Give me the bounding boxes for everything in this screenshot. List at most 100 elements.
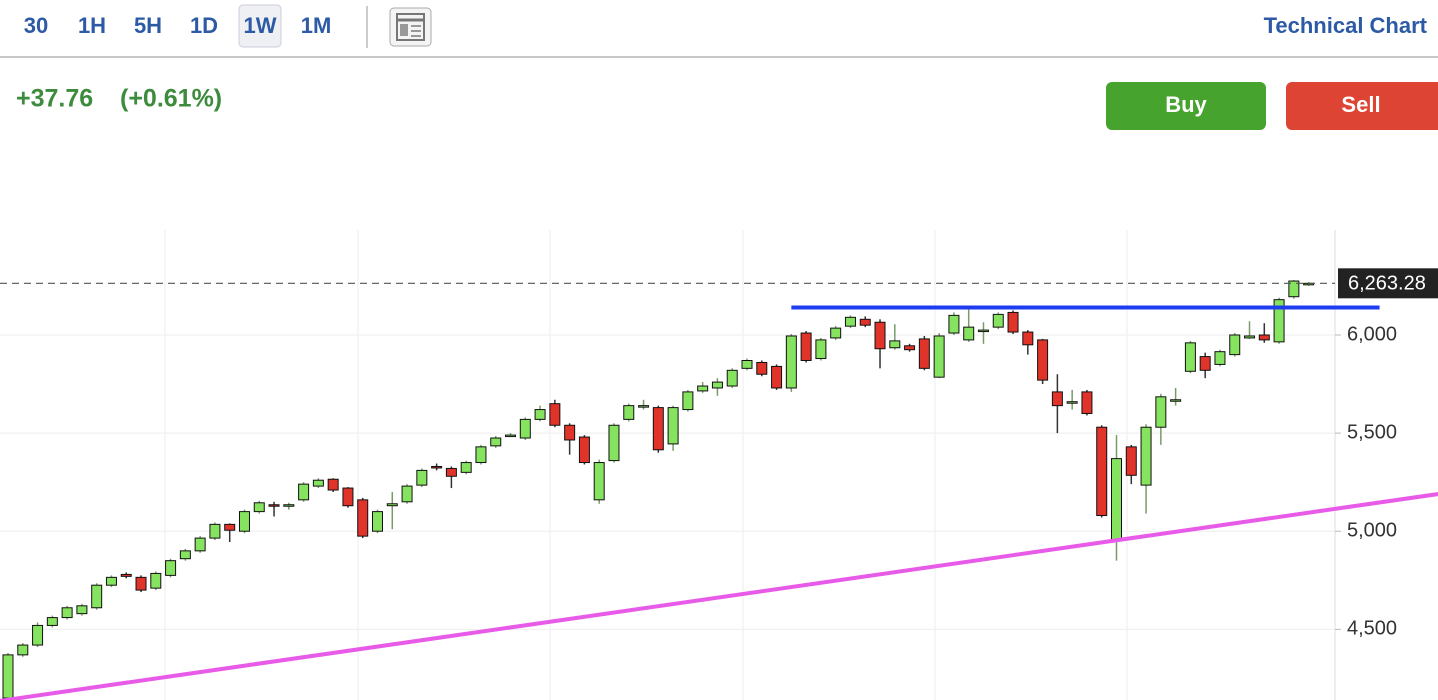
candle-body <box>1140 426 1152 486</box>
y-tick-label: 6,000 <box>1347 323 1397 345</box>
chart-link[interactable]: Technical Chart <box>1264 13 1428 38</box>
trend-line <box>0 492 1438 700</box>
candle-body <box>342 487 354 507</box>
interval-button[interactable]: 1D <box>190 13 218 38</box>
candle-body <box>61 607 73 619</box>
candle-body <box>1051 391 1063 407</box>
candle-body <box>948 314 960 334</box>
candle-body <box>460 462 472 473</box>
candle-body <box>224 523 236 531</box>
candle-body <box>150 572 162 589</box>
candle-body <box>431 465 443 469</box>
candle-body <box>1022 331 1034 346</box>
candle-body <box>1258 334 1270 341</box>
candle-body <box>165 560 177 576</box>
candle-body <box>312 479 324 487</box>
candle-body <box>889 340 901 349</box>
candle-body <box>904 345 916 351</box>
candle-body <box>1111 458 1122 541</box>
candle-body <box>475 446 487 464</box>
candle-body <box>593 462 605 501</box>
candle-body <box>17 644 29 656</box>
candle-body <box>120 573 132 577</box>
last-price-box <box>1338 268 1438 299</box>
candle-body <box>682 391 694 411</box>
candle-body <box>977 329 989 333</box>
candle-body <box>253 502 265 513</box>
candle-body <box>194 537 206 552</box>
sell-button[interactable] <box>1286 82 1438 130</box>
candle-body <box>519 418 531 439</box>
candle-body <box>445 467 457 477</box>
candle-body <box>1288 280 1300 298</box>
candle-body <box>578 436 590 464</box>
candle-body <box>1244 335 1256 339</box>
candle-body <box>505 434 517 438</box>
candle-body <box>859 318 871 326</box>
candle-body <box>490 437 502 447</box>
candle-body <box>1037 339 1049 381</box>
candle-body <box>918 338 930 369</box>
candle-body <box>963 326 975 341</box>
y-tick-label: 5,000 <box>1347 520 1397 542</box>
candle-body <box>667 407 679 445</box>
buy-label[interactable]: Buy <box>1165 92 1207 117</box>
active-interval-bg <box>238 4 282 48</box>
candle-body <box>874 321 886 350</box>
candle-body <box>1170 399 1182 402</box>
interval-button[interactable]: 30 <box>24 13 48 38</box>
candle-body <box>91 584 103 609</box>
candle-body <box>416 469 428 486</box>
candle-body <box>209 523 221 539</box>
price-change-percent: (+0.61%) <box>120 85 222 113</box>
candle-body <box>1214 351 1226 365</box>
candle-body <box>726 369 738 387</box>
interval-button[interactable]: 1H <box>78 13 106 38</box>
candle-body <box>771 365 783 389</box>
candle-body <box>652 407 664 451</box>
price-change: +37.76 <box>16 85 93 113</box>
candle-body <box>756 361 768 375</box>
sell-label[interactable]: Sell <box>1341 92 1380 117</box>
candle-body <box>1066 401 1078 404</box>
plot <box>2 280 1315 700</box>
y-tick-label: 5,500 <box>1347 421 1397 443</box>
candle-body <box>401 485 413 503</box>
candle-body <box>372 511 383 532</box>
candle-body <box>76 605 88 615</box>
candle-body <box>992 313 1004 328</box>
layout-icon[interactable] <box>389 7 432 47</box>
candle-body <box>815 339 827 360</box>
interval-button[interactable]: 1M <box>301 13 332 38</box>
candle-body <box>830 327 842 339</box>
candle-body <box>1007 311 1019 333</box>
candle-body <box>298 483 310 501</box>
candle-body <box>608 424 620 462</box>
candle-body <box>1184 342 1196 372</box>
candle-body <box>800 332 812 362</box>
candle-body <box>32 624 44 646</box>
interval-button[interactable]: 5H <box>134 13 162 38</box>
candle-body <box>1155 396 1167 428</box>
candle-body <box>357 499 369 537</box>
candle-body <box>711 381 723 389</box>
candle-body <box>179 550 191 560</box>
candle-body <box>564 424 576 441</box>
candle-body <box>933 335 945 378</box>
candle-body <box>623 405 635 420</box>
candle-body <box>327 478 339 491</box>
buy-button[interactable] <box>1106 82 1266 130</box>
last-price-label: 6,263.28 <box>1348 273 1426 295</box>
candle-body <box>844 316 856 327</box>
candle-body <box>386 503 398 507</box>
candle-body <box>741 360 753 369</box>
candle-body <box>46 617 58 626</box>
candle-body <box>1125 446 1137 476</box>
interval-button[interactable]: 1W <box>244 13 277 38</box>
candle-body <box>1081 391 1093 414</box>
candle-body <box>534 409 546 420</box>
candle-body <box>238 511 250 532</box>
candle-body <box>1199 356 1211 371</box>
candle-body <box>638 405 650 408</box>
